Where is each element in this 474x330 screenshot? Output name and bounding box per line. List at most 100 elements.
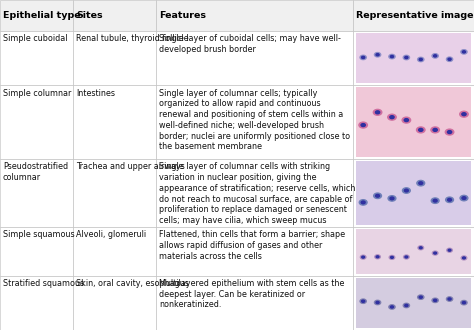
Circle shape bbox=[447, 57, 453, 61]
Text: Skin, oral cavity, esophagus: Skin, oral cavity, esophagus bbox=[76, 279, 189, 288]
Circle shape bbox=[403, 255, 409, 259]
Circle shape bbox=[388, 196, 396, 201]
Bar bbox=[156, 85, 353, 159]
Bar bbox=[0, 227, 73, 276]
Circle shape bbox=[461, 300, 467, 305]
Circle shape bbox=[419, 247, 422, 249]
Text: Sites: Sites bbox=[76, 11, 103, 20]
Circle shape bbox=[405, 304, 408, 307]
Circle shape bbox=[432, 251, 438, 255]
Circle shape bbox=[447, 297, 453, 301]
Circle shape bbox=[362, 56, 365, 58]
Circle shape bbox=[432, 298, 438, 303]
Bar bbox=[156, 0, 353, 31]
Circle shape bbox=[419, 296, 422, 298]
Circle shape bbox=[460, 195, 468, 201]
Circle shape bbox=[434, 55, 437, 57]
Circle shape bbox=[463, 257, 465, 259]
Bar bbox=[73, 85, 156, 159]
Bar bbox=[353, 31, 474, 85]
Text: Pseudostratified
columnar: Pseudostratified columnar bbox=[3, 162, 68, 182]
Circle shape bbox=[433, 128, 438, 131]
Circle shape bbox=[463, 302, 465, 304]
Bar bbox=[73, 31, 156, 85]
Circle shape bbox=[463, 51, 465, 53]
Text: Features: Features bbox=[159, 11, 206, 20]
Bar bbox=[353, 0, 474, 31]
Circle shape bbox=[448, 249, 451, 251]
Text: Intestines: Intestines bbox=[76, 89, 115, 98]
Circle shape bbox=[404, 119, 409, 121]
Circle shape bbox=[419, 128, 423, 131]
Circle shape bbox=[391, 306, 393, 308]
Bar bbox=[0, 31, 73, 85]
Circle shape bbox=[419, 182, 423, 184]
Text: Stratified squamous: Stratified squamous bbox=[3, 279, 84, 288]
Bar bbox=[73, 227, 156, 276]
Circle shape bbox=[402, 188, 410, 193]
Circle shape bbox=[376, 301, 379, 304]
Circle shape bbox=[391, 55, 393, 58]
Bar bbox=[356, 161, 471, 225]
Circle shape bbox=[359, 200, 367, 205]
Circle shape bbox=[375, 194, 380, 197]
Circle shape bbox=[374, 52, 381, 57]
Circle shape bbox=[434, 299, 437, 301]
Circle shape bbox=[461, 256, 467, 260]
Bar bbox=[73, 159, 156, 227]
Circle shape bbox=[447, 198, 452, 201]
Circle shape bbox=[375, 111, 380, 114]
Text: Simple columnar: Simple columnar bbox=[3, 89, 71, 98]
Bar bbox=[0, 0, 73, 31]
Circle shape bbox=[403, 303, 410, 308]
Bar bbox=[73, 276, 156, 330]
Circle shape bbox=[390, 116, 394, 119]
Circle shape bbox=[361, 201, 365, 204]
Bar bbox=[0, 276, 73, 330]
Bar bbox=[0, 159, 73, 227]
Circle shape bbox=[376, 256, 379, 258]
Circle shape bbox=[461, 50, 467, 54]
Bar bbox=[353, 159, 474, 227]
Circle shape bbox=[390, 197, 394, 200]
Circle shape bbox=[432, 54, 438, 58]
Text: Single layer of columnar cells; typically
organized to allow rapid and continuou: Single layer of columnar cells; typicall… bbox=[159, 89, 350, 151]
Bar bbox=[156, 276, 353, 330]
Circle shape bbox=[388, 114, 396, 120]
Circle shape bbox=[374, 300, 381, 305]
Circle shape bbox=[462, 113, 466, 116]
Text: Flattened, thin cells that form a barrier; shape
allows rapid diffusion of gases: Flattened, thin cells that form a barrie… bbox=[159, 230, 346, 261]
Text: Single layer of cuboidal cells; may have well-
developed brush border: Single layer of cuboidal cells; may have… bbox=[159, 34, 341, 54]
Circle shape bbox=[404, 189, 408, 192]
Bar bbox=[156, 31, 353, 85]
Circle shape bbox=[431, 198, 439, 203]
Text: Simple cuboidal: Simple cuboidal bbox=[3, 34, 67, 43]
Text: Multilayered epithelium with stem cells as the
deepest layer. Can be keratinized: Multilayered epithelium with stem cells … bbox=[159, 279, 345, 310]
Text: Single layer of columnar cells with striking
variation in nuclear position, givi: Single layer of columnar cells with stri… bbox=[159, 162, 356, 225]
Circle shape bbox=[376, 54, 379, 56]
Bar bbox=[356, 278, 471, 328]
Text: Renal tubule, thyroid follicle: Renal tubule, thyroid follicle bbox=[76, 34, 189, 43]
Circle shape bbox=[360, 299, 366, 303]
Bar bbox=[356, 229, 471, 274]
Circle shape bbox=[460, 111, 468, 117]
Circle shape bbox=[405, 256, 408, 258]
Circle shape bbox=[448, 298, 451, 300]
Circle shape bbox=[447, 248, 452, 252]
Circle shape bbox=[402, 117, 410, 123]
Circle shape bbox=[418, 246, 424, 250]
Text: Simple squamous: Simple squamous bbox=[3, 230, 74, 240]
Bar bbox=[356, 87, 471, 157]
Bar bbox=[353, 276, 474, 330]
Circle shape bbox=[418, 295, 424, 299]
Circle shape bbox=[362, 256, 365, 258]
Bar bbox=[73, 0, 156, 31]
Circle shape bbox=[361, 124, 365, 126]
Circle shape bbox=[374, 193, 382, 199]
Circle shape bbox=[433, 199, 437, 202]
Bar bbox=[0, 85, 73, 159]
Text: Representative image: Representative image bbox=[356, 11, 474, 20]
Circle shape bbox=[389, 255, 395, 259]
Circle shape bbox=[419, 58, 422, 61]
Bar bbox=[156, 227, 353, 276]
